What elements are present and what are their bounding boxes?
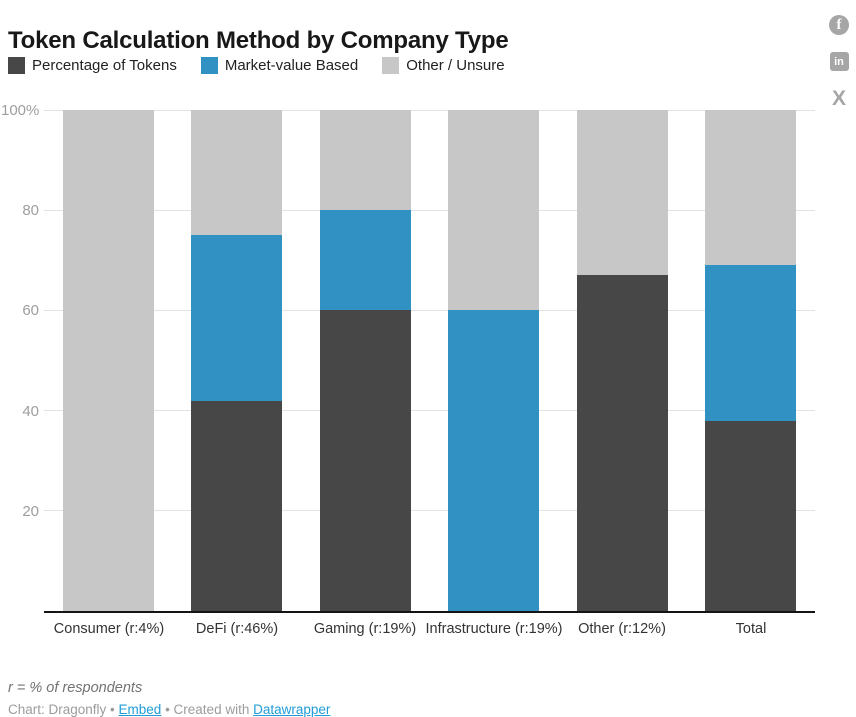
social-share-bar: f in X bbox=[829, 15, 849, 109]
plot-area bbox=[44, 110, 815, 613]
embed-link[interactable]: Embed bbox=[118, 702, 162, 717]
linkedin-icon: in bbox=[829, 52, 849, 71]
legend-swatch-dark bbox=[8, 57, 25, 74]
bar-segment-market-value-based[interactable] bbox=[448, 310, 539, 611]
bar-segment-other-unsure[interactable] bbox=[448, 110, 539, 311]
y-axis-tick-label: 20 bbox=[22, 502, 39, 520]
y-axis-tick-label: 80 bbox=[22, 202, 39, 220]
bar-infrastructure-r[interactable] bbox=[448, 110, 539, 611]
bar-segment-other-unsure[interactable] bbox=[63, 110, 154, 611]
bar-segment-other-unsure[interactable] bbox=[191, 110, 282, 236]
legend-swatch-gray bbox=[382, 57, 400, 74]
credit-separator: • bbox=[106, 702, 119, 717]
y-axis-tick-label: 100% bbox=[1, 102, 40, 119]
bar-segment-percentage-of-tokens[interactable] bbox=[705, 420, 796, 611]
bar-segment-percentage-of-tokens[interactable] bbox=[577, 275, 668, 611]
bar-segment-market-value-based[interactable] bbox=[320, 210, 411, 311]
linkedin-share-button[interactable]: in bbox=[829, 52, 849, 71]
bar-gaming-r[interactable] bbox=[320, 110, 411, 611]
gridline bbox=[44, 410, 815, 412]
facebook-share-button[interactable]: f bbox=[829, 15, 849, 35]
footnote: r = % of respondents bbox=[8, 680, 143, 696]
legend-item-market-value-based: Market-value Based bbox=[200, 57, 359, 74]
y-axis-tick-label: 40 bbox=[22, 402, 39, 420]
x-axis-label: Total bbox=[735, 621, 767, 637]
gridline bbox=[44, 209, 815, 211]
datawrapper-link[interactable]: Datawrapper bbox=[253, 702, 331, 717]
facebook-icon: f bbox=[829, 15, 849, 35]
x-axis-label: Other (r:12%) bbox=[578, 621, 666, 637]
chart-legend: Percentage of Tokens Market-value Based … bbox=[8, 57, 505, 74]
legend-swatch-blue bbox=[200, 57, 218, 74]
bar-segment-other-unsure[interactable] bbox=[320, 110, 411, 211]
bar-segment-other-unsure[interactable] bbox=[577, 110, 668, 276]
x-twitter-icon: X bbox=[831, 87, 846, 110]
credit-line: Chart: Dragonfly • Embed • Created with … bbox=[8, 702, 330, 717]
gridline bbox=[44, 309, 815, 311]
credit-created-with: Created with bbox=[173, 702, 250, 717]
bar-segment-market-value-based[interactable] bbox=[191, 235, 282, 401]
x-axis-label: Gaming (r:19%) bbox=[313, 621, 417, 637]
bar-segment-market-value-based[interactable] bbox=[705, 265, 796, 421]
bar-consumer-r[interactable] bbox=[63, 110, 154, 611]
bar-segment-percentage-of-tokens[interactable] bbox=[191, 400, 282, 611]
legend-label: Market-value Based bbox=[224, 57, 359, 74]
bar-segment-percentage-of-tokens[interactable] bbox=[320, 310, 411, 611]
x-axis-label: Infrastructure (r:19%) bbox=[425, 621, 563, 637]
legend-label: Percentage of Tokens bbox=[32, 57, 177, 74]
gridline bbox=[44, 110, 815, 111]
legend-label: Other / Unsure bbox=[406, 57, 505, 74]
bar-other-r[interactable] bbox=[577, 110, 668, 611]
credit-source: Chart: Dragonfly bbox=[8, 702, 107, 717]
bar-segment-other-unsure[interactable] bbox=[705, 110, 796, 266]
bar-defi-r[interactable] bbox=[191, 110, 282, 611]
y-axis-tick-label: 60 bbox=[22, 302, 39, 320]
gridline bbox=[44, 510, 815, 512]
x-share-button[interactable]: X bbox=[832, 88, 846, 109]
credit-separator: • bbox=[161, 702, 174, 717]
x-axis-label: DeFi (r:46%) bbox=[195, 621, 279, 637]
legend-item-other-unsure: Other / Unsure bbox=[382, 57, 505, 74]
chart-title: Token Calculation Method by Company Type bbox=[8, 27, 509, 55]
bar-total[interactable] bbox=[705, 110, 796, 611]
x-axis-label: Consumer (r:4%) bbox=[53, 621, 165, 637]
legend-item-percentage-of-tokens: Percentage of Tokens bbox=[8, 57, 177, 74]
